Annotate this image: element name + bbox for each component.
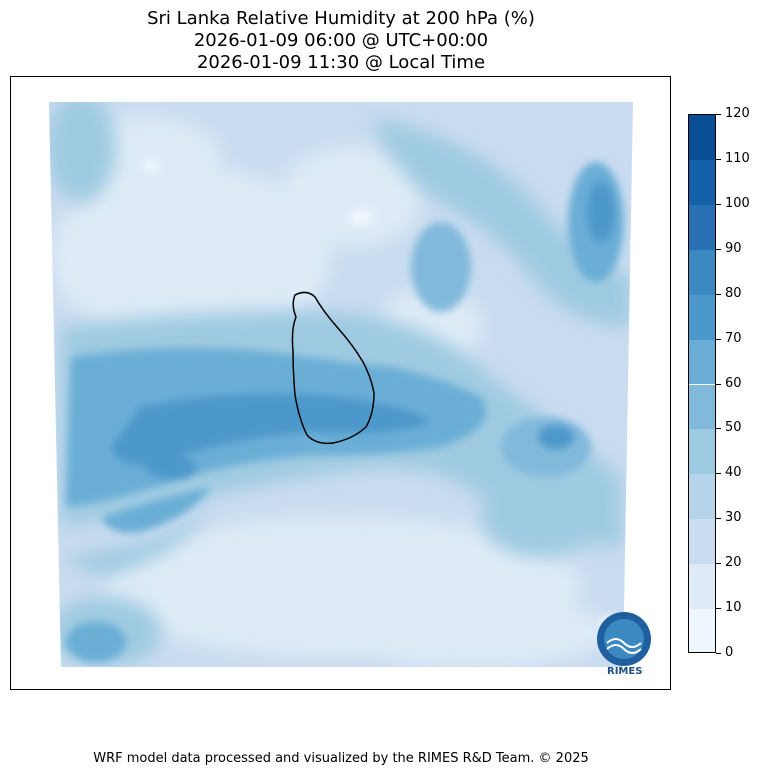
title-line-local-time: 2026-01-09 11:30 @ Local Time [196, 52, 486, 73]
colorbar-tick-label: 80 [725, 286, 742, 301]
colorbar-tick-label: 50 [725, 420, 742, 435]
colorbar-band [689, 115, 715, 160]
colorbar-band [689, 249, 715, 295]
colorbar-tick-label: 30 [725, 510, 742, 525]
colorbar-band [689, 609, 715, 652]
colorbar-tick [716, 294, 721, 295]
colorbar-band [689, 204, 715, 250]
sri-lanka-coastline [291, 291, 375, 445]
colorbar-tick-label: 110 [725, 151, 750, 166]
colorbar-tick [716, 204, 721, 205]
colorbar-tick [716, 518, 721, 519]
footer-credit: WRF model data processed and visualized … [93, 751, 589, 766]
colorbar-tick-label: 60 [725, 376, 742, 391]
colorbar-tick-label: 0 [725, 645, 734, 660]
colorbar-band [689, 339, 715, 385]
colorbar-band [689, 294, 715, 340]
colorbar-tick [716, 159, 721, 160]
rimes-logo-text: RIMES [607, 666, 643, 677]
title-line-utc-time: 2026-01-09 06:00 @ UTC+00:00 [193, 30, 489, 51]
colorbar-tick-label: 10 [725, 600, 742, 615]
colorbar-tick [716, 249, 721, 250]
colorbar-tick [716, 114, 721, 115]
colorbar-band [689, 429, 715, 475]
colorbar-band [689, 519, 715, 565]
colorbar-band [689, 384, 715, 430]
humidity-contours [49, 102, 633, 667]
map-panel: RIMES [10, 76, 671, 690]
colorbar-tick [716, 653, 721, 654]
colorbar-band [689, 474, 715, 520]
humidity-field-map [49, 102, 651, 667]
colorbar-tick-label: 100 [725, 196, 750, 211]
colorbar-tick [716, 563, 721, 564]
colorbar-tick-label: 70 [725, 331, 742, 346]
colorbar-tick [716, 428, 721, 429]
colorbar-tick-label: 40 [725, 465, 742, 480]
colorbar-tick-label: 20 [725, 555, 742, 570]
colorbar-tick [716, 608, 721, 609]
colorbar-band [689, 564, 715, 610]
title-line-variable: Sri Lanka Relative Humidity at 200 hPa (… [147, 8, 535, 29]
colorbar [688, 114, 716, 653]
colorbar-tick [716, 339, 721, 340]
colorbar-band [689, 159, 715, 205]
colorbar-tick-label: 90 [725, 241, 742, 256]
rimes-logo [597, 612, 651, 666]
colorbar-tick-label: 120 [725, 106, 750, 121]
colorbar-tick [716, 384, 721, 385]
colorbar-tick [716, 473, 721, 474]
map-title: Sri Lanka Relative Humidity at 200 hPa (… [0, 8, 682, 74]
